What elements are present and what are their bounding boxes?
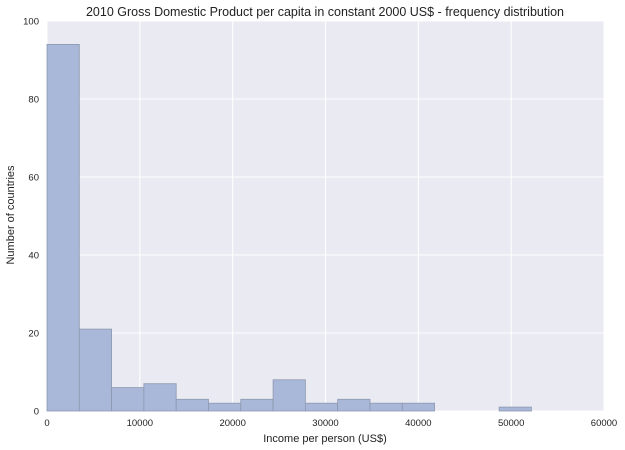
histogram-bar [240, 398, 274, 412]
histogram-bar [111, 387, 145, 412]
histogram-bar [369, 402, 403, 412]
y-tick-label: 80 [28, 95, 39, 106]
x-tick-labels: 0 10000 20000 30000 40000 50000 60000 [44, 418, 617, 429]
histogram-bar [401, 402, 435, 412]
histogram-bar [143, 383, 177, 412]
x-tick-label: 0 [44, 418, 49, 429]
histogram-bar [46, 44, 80, 412]
x-tick-label: 30000 [312, 418, 338, 429]
bars [46, 44, 532, 412]
y-tick-label: 0 [34, 407, 39, 418]
y-tick-label: 60 [28, 173, 39, 184]
histogram-bar [208, 402, 242, 412]
x-tick-label: 10000 [127, 418, 153, 429]
histogram-bar [78, 328, 112, 412]
y-tick-label: 100 [23, 17, 39, 28]
chart-title: 2010 Gross Domestic Product per capita i… [86, 5, 564, 19]
histogram-bar [337, 398, 371, 412]
histogram-bar [272, 379, 306, 412]
y-axis-label: Number of countries [5, 165, 17, 265]
x-tick-label: 60000 [591, 418, 617, 429]
histogram-bar [175, 398, 209, 412]
y-tick-label: 40 [28, 251, 39, 262]
y-tick-labels: 0 20 40 60 80 100 [23, 17, 39, 418]
y-tick-label: 20 [28, 329, 39, 340]
x-axis-label: Income per person (US$) [263, 433, 387, 445]
histogram-bar [304, 402, 339, 412]
x-tick-label: 20000 [219, 418, 245, 429]
histogram-bar [498, 406, 532, 412]
x-tick-label: 50000 [498, 418, 524, 429]
x-tick-label: 40000 [405, 418, 431, 429]
